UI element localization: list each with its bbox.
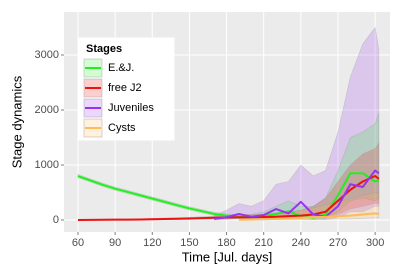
legend-label: free J2 bbox=[108, 82, 142, 94]
x-axis-title: Time [Jul. days] bbox=[182, 249, 273, 264]
ribbon bbox=[77, 112, 380, 220]
series-line bbox=[238, 212, 380, 221]
legend-label: Cysts bbox=[108, 122, 136, 134]
y-tick-label: 0 bbox=[53, 214, 59, 226]
series-line bbox=[214, 169, 380, 220]
x-tick-label: 60 bbox=[72, 237, 84, 249]
y-tick-label: 1000 bbox=[35, 159, 59, 171]
x-tick-label: 210 bbox=[255, 237, 273, 249]
y-axis-title: Stage dynamics bbox=[9, 75, 24, 168]
lines bbox=[77, 169, 380, 222]
y-tick-label: 2000 bbox=[35, 104, 59, 116]
x-tick-label: 150 bbox=[180, 237, 198, 249]
x-tick-label: 300 bbox=[366, 237, 384, 249]
legend: Stages E.&J. free J2 Juveniles Cysts bbox=[77, 37, 175, 141]
x-tick-label: 90 bbox=[109, 237, 121, 249]
x-tick-label: 120 bbox=[143, 237, 161, 249]
x-tick-label: 240 bbox=[292, 237, 310, 249]
ribbons bbox=[77, 26, 380, 221]
y-tick-label: 3000 bbox=[35, 49, 59, 61]
legend-title: Stages bbox=[86, 43, 122, 55]
series-line bbox=[77, 175, 380, 222]
x-tick-label: 270 bbox=[329, 237, 347, 249]
legend-label: Juveniles bbox=[108, 102, 154, 114]
x-tick-label: 180 bbox=[217, 237, 235, 249]
legend-label: E.&J. bbox=[108, 62, 134, 74]
